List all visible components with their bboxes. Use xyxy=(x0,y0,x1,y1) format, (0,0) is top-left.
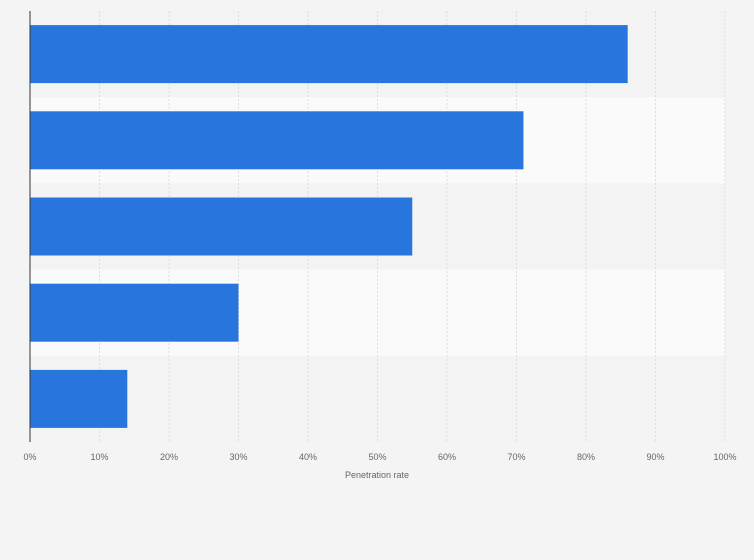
x-tick-label: 100% xyxy=(713,452,736,462)
x-tick-label: 50% xyxy=(368,452,386,462)
x-axis-title: Penetration rate xyxy=(345,470,409,480)
x-tick-label: 80% xyxy=(577,452,595,462)
x-axis-tick-labels: 0% 10% 20% 30% 40% 50% 60% 70% 80% 90% 100% xyxy=(23,452,736,462)
x-tick-label: 30% xyxy=(229,452,247,462)
bars xyxy=(30,25,628,428)
x-tick-label: 20% xyxy=(160,452,178,462)
bar[interactable] xyxy=(30,25,628,84)
x-tick-label: 70% xyxy=(507,452,525,462)
bar[interactable] xyxy=(30,283,239,342)
x-tick-label: 90% xyxy=(646,452,664,462)
x-tick-label: 0% xyxy=(23,452,36,462)
x-tick-label: 60% xyxy=(438,452,456,462)
x-tick-label: 40% xyxy=(299,452,317,462)
bar[interactable] xyxy=(30,369,128,428)
x-tick-label: 10% xyxy=(90,452,108,462)
bar[interactable] xyxy=(30,111,524,170)
bar[interactable] xyxy=(30,197,413,256)
